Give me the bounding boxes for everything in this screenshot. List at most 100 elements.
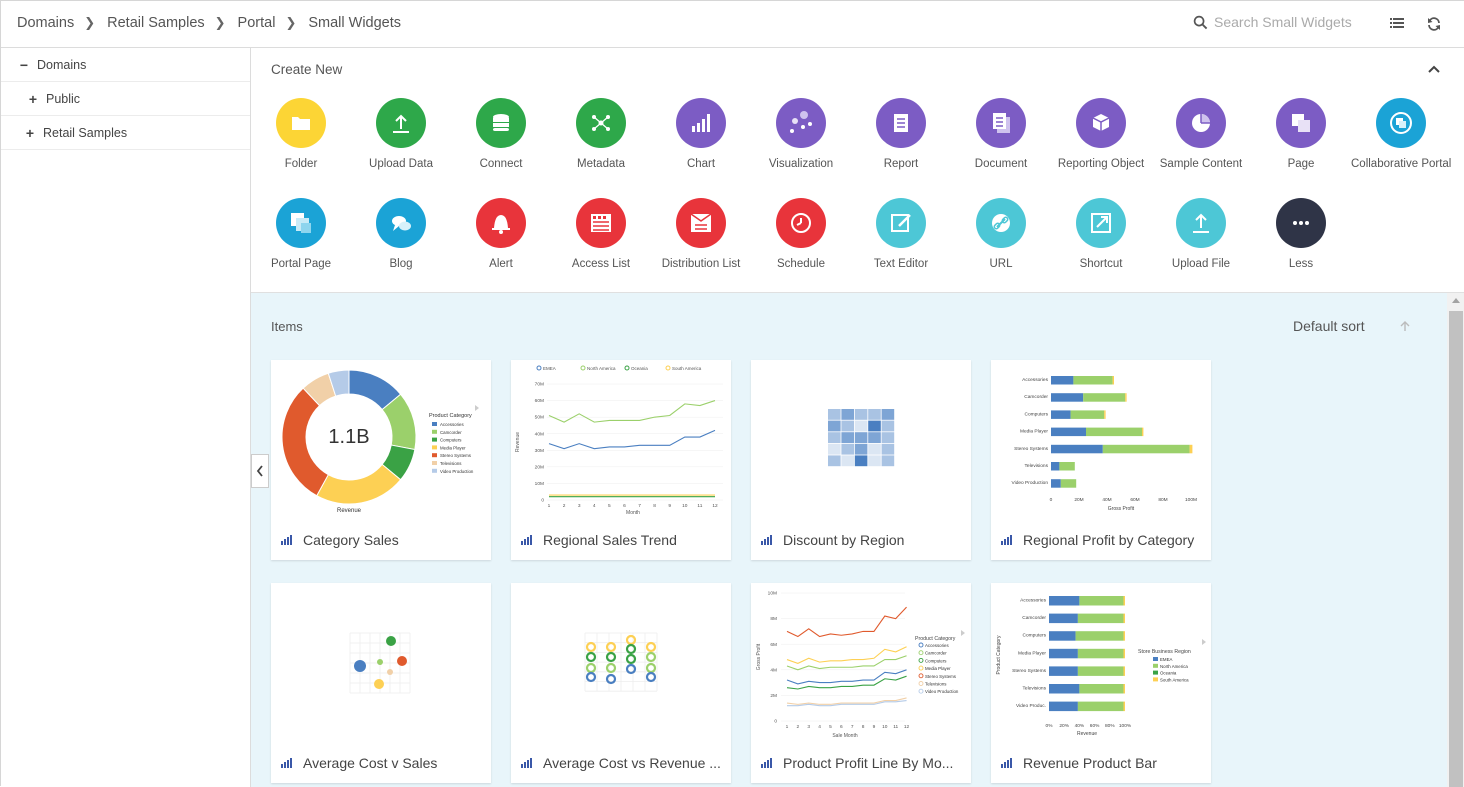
tree-item-label: Public [46,91,81,106]
heatmap-cell [868,443,881,455]
x-tick: 3 [807,724,810,730]
card-footer: Category Sales [281,532,399,548]
bubble-point [625,643,637,655]
create-report-button[interactable]: Report [851,98,951,170]
donut-chart-thumbnail: 1.1B Revenue Product Category Accessorie… [281,369,479,514]
create-less-button[interactable]: Less [1251,198,1351,270]
chart-bar-icon [1001,755,1013,771]
chart-bar-icon [1001,532,1013,548]
breadcrumb-retail-samples[interactable]: Retail Samples [107,15,205,31]
widget-card[interactable]: 10M 8M 6M 4M 2M 0 1 2 3 4 5 6 7 8 9 10 11 12 Sale Month Gro… [751,583,971,783]
tree-item-retail-samples[interactable]: + Retail Samples [1,116,250,150]
create-document-button[interactable]: Document [951,98,1051,170]
x-tick: 5 [829,724,832,730]
bar-segment [1060,479,1077,488]
bar-segment [1070,410,1105,419]
create-connect-button[interactable]: Connect [451,98,551,170]
create-alert-button[interactable]: Alert [451,198,551,270]
category-label: Computers [1023,633,1047,639]
widget-card[interactable]: 1.1B Revenue Product Category Accessorie… [271,360,491,560]
create-portal-page-button[interactable]: Portal Page [251,198,351,270]
bar-segment [1123,684,1125,694]
breadcrumb-portal[interactable]: Portal [237,15,276,31]
expand-icon[interactable]: + [28,90,38,107]
widget-card[interactable]: Discount by Region [751,360,971,560]
create-sample-content-button[interactable]: Sample Content [1151,98,1251,170]
metadata-icon [576,98,626,148]
legend-swatch [432,453,437,458]
card-title: Average Cost vs Revenue ... [543,755,721,771]
chevron-up-icon[interactable] [1427,64,1441,74]
create-page-button[interactable]: Page [1251,98,1351,170]
collapse-icon[interactable]: − [19,56,29,73]
tile-label: Text Editor [873,258,929,270]
y-axis-label: Gross Profit [756,643,762,670]
create-shortcut-button[interactable]: Shortcut [1051,198,1151,270]
create-url-button[interactable]: URL [951,198,1051,270]
bar-segment [1049,613,1078,624]
legend-marker [918,688,924,694]
widget-card[interactable]: Average Cost v Sales [271,583,491,783]
create-chart-button[interactable]: Chart [651,98,751,170]
tile-label: Schedule [777,258,825,270]
create-distribution-list-button[interactable]: Distribution List [651,198,751,270]
refresh-icon[interactable] [1425,15,1443,33]
create-upload-file-button[interactable]: Upload File [1151,198,1251,270]
create-new-panel: Create New Folder Upload Data Connect Metad… [251,48,1464,293]
card-title: Regional Sales Trend [543,532,677,548]
heatmap-cell [841,409,854,420]
scroll-up-icon[interactable] [1447,293,1464,307]
create-schedule-button[interactable]: Schedule [751,198,851,270]
create-text-editor-button[interactable]: Text Editor [851,198,951,270]
x-tick: 80% [1105,723,1115,729]
x-tick: 2 [797,724,800,730]
bar-chart-thumbnail: Accessories Camcorder Computers Media Playe… [1012,376,1197,512]
card-title: Revenue Product Bar [1023,755,1157,771]
create-folder-button[interactable]: Folder [251,98,351,170]
sort-ascending-icon[interactable] [1399,320,1411,332]
heatmap-cell [828,420,841,432]
sidebar-toggle-button[interactable] [251,454,269,488]
heatmap-cell [868,432,881,443]
items-scrollbar[interactable] [1447,293,1464,787]
create-collaborative-portal-button[interactable]: Collaborative Portal [1351,98,1451,170]
scrollbar-thumb[interactable] [1449,311,1463,787]
breadcrumb-domains[interactable]: Domains [17,15,75,31]
create-upload-data-button[interactable]: Upload Data [351,98,451,170]
tile-label: Collaborative Portal [1351,158,1452,170]
tree-item-domains[interactable]: − Domains [1,48,250,82]
series-line [787,699,907,707]
heatmap-cell [828,455,841,467]
create-reporting-object-button[interactable]: Reporting Object [1051,98,1151,170]
bar-segment [1049,666,1078,676]
heatmap-cell [854,420,868,432]
widget-card[interactable]: Average Cost vs Revenue ... [511,583,731,783]
bubble-point [645,671,657,683]
widget-card[interactable]: EMEA North America Oceania South America 70M… [511,360,731,560]
legend-label: Video Production [440,469,474,474]
create-access-list-button[interactable]: Access List [551,198,651,270]
category-label: Video Produc. [1016,703,1046,709]
x-tick: 12 [712,503,718,509]
search-icon[interactable] [1193,15,1208,30]
widget-card[interactable]: Accessories Camcorder Computers Media Playe… [991,360,1211,560]
widget-card[interactable]: Accessories Camcorder Computers Media Playe… [991,583,1211,783]
search-input[interactable] [1214,14,1384,30]
list-view-icon[interactable] [1388,15,1406,33]
sort-dropdown[interactable]: Default sort [1293,318,1365,334]
create-blog-button[interactable]: Blog [351,198,451,270]
tree-item-public[interactable]: + Public [1,82,250,116]
tile-label: Metadata [577,158,625,170]
heatmap-cell [828,443,841,455]
bar-segment [1075,631,1124,641]
expand-icon[interactable]: + [25,124,35,141]
chevron-right-icon: ❯ [84,15,96,30]
heatmap-cell [881,443,895,455]
x-tick: 1 [786,724,789,730]
create-metadata-button[interactable]: Metadata [551,98,651,170]
heatmap-cell [854,443,868,455]
scatter-point [397,656,407,666]
series-line [786,655,907,671]
create-visualization-button[interactable]: Visualization [751,98,851,170]
legend-marker [624,365,630,371]
